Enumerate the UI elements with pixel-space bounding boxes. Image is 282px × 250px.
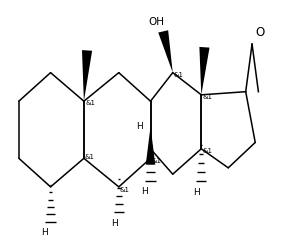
Text: H: H bbox=[193, 188, 200, 196]
Polygon shape bbox=[158, 30, 173, 73]
Text: &1: &1 bbox=[202, 148, 212, 154]
Text: H: H bbox=[41, 228, 48, 237]
Text: &1: &1 bbox=[151, 158, 162, 164]
Polygon shape bbox=[146, 126, 155, 165]
Text: &1: &1 bbox=[85, 100, 96, 106]
Text: &1: &1 bbox=[202, 94, 212, 100]
Text: H: H bbox=[136, 122, 143, 131]
Text: O: O bbox=[255, 26, 265, 39]
Text: &1: &1 bbox=[85, 154, 95, 160]
Text: H: H bbox=[111, 218, 117, 228]
Polygon shape bbox=[82, 50, 92, 101]
Polygon shape bbox=[199, 47, 210, 95]
Text: OH: OH bbox=[149, 17, 165, 27]
Text: &1: &1 bbox=[174, 72, 184, 78]
Text: H: H bbox=[141, 187, 147, 196]
Text: &1: &1 bbox=[120, 187, 130, 193]
